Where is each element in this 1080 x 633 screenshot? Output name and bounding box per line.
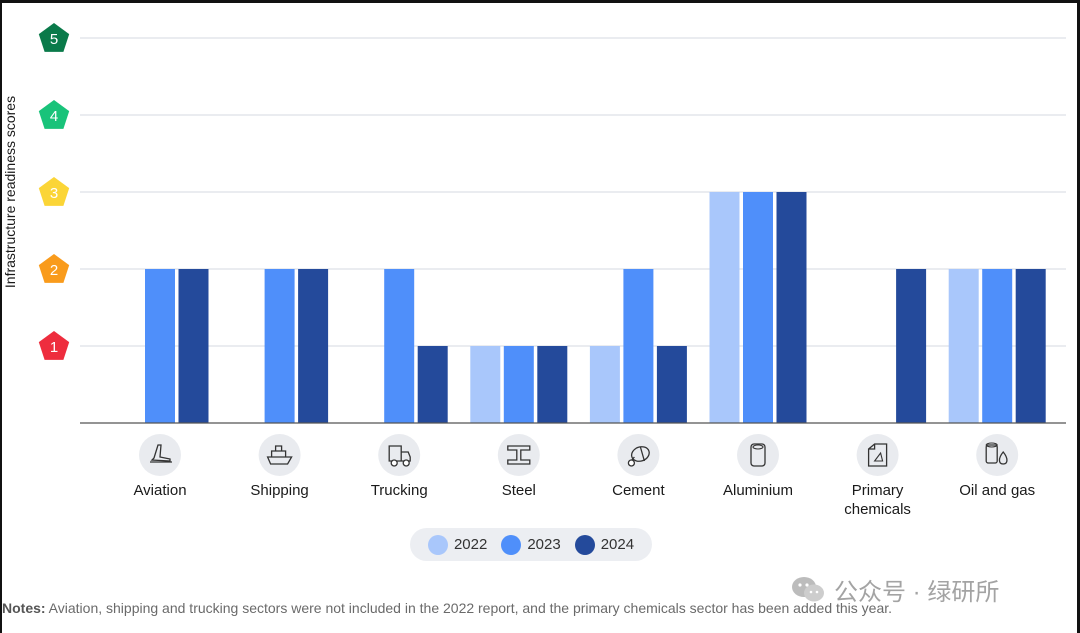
y-axis-ticks: 1 2 3 4 5 bbox=[38, 23, 70, 360]
legend-swatch-2024 bbox=[574, 534, 595, 555]
oil-barrel-icon bbox=[976, 434, 1019, 476]
bar-steel-2024 bbox=[537, 346, 568, 423]
bar-oil-and-gas-2022 bbox=[948, 269, 979, 423]
bar-cement-2022 bbox=[589, 346, 620, 423]
category-label-shipping: Shipping bbox=[250, 482, 308, 499]
legend-item-2024[interactable]: 2024 bbox=[574, 534, 635, 555]
bar-cement-2024 bbox=[656, 346, 687, 423]
legend-label-2023: 2023 bbox=[527, 536, 561, 553]
ytick-badge-2 bbox=[38, 254, 70, 283]
category-label-primary-chemicals: Primary chemicals bbox=[844, 482, 911, 518]
frame-left-border bbox=[0, 0, 2, 633]
category-label-aluminium: Aluminium bbox=[723, 482, 793, 499]
ytick-label-1: 1 bbox=[50, 339, 58, 356]
bar-cement-2023 bbox=[623, 269, 654, 423]
bar-aviation-2024 bbox=[178, 269, 209, 423]
notes: Notes: Aviation, shipping and trucking s… bbox=[2, 600, 892, 616]
bar-trucking-2024 bbox=[417, 346, 448, 423]
bar-primary-chemicals-2024 bbox=[896, 269, 927, 423]
bar-shipping-2024 bbox=[298, 269, 329, 423]
airplane-icon bbox=[139, 434, 181, 476]
bar-oil-and-gas-2024 bbox=[1015, 269, 1046, 423]
steel-beam-icon bbox=[497, 434, 540, 476]
category-labels: Aviation Shipping Trucking Steel Cement Alumi… bbox=[133, 482, 1035, 518]
watermark-text: 公众号 · 绿研所 bbox=[834, 579, 1000, 606]
notes-label: Notes: bbox=[2, 600, 46, 616]
category-label-steel: Steel bbox=[502, 482, 536, 499]
bar-aluminium-2023 bbox=[743, 192, 773, 423]
category-label-oil-and-gas: Oil and gas bbox=[959, 482, 1035, 499]
bar-aviation-2023 bbox=[145, 269, 175, 423]
ship-icon bbox=[258, 434, 301, 476]
y-axis-label: Infrastructure readiness scores bbox=[2, 96, 18, 288]
category-label-aviation: Aviation bbox=[133, 482, 186, 499]
frame-top-border bbox=[0, 0, 1080, 3]
category-label-trucking: Trucking bbox=[371, 482, 428, 499]
wechat-icon bbox=[792, 576, 824, 601]
category-icons bbox=[139, 434, 1019, 476]
ytick-label-2: 2 bbox=[50, 262, 58, 279]
ytick-badge-1 bbox=[38, 331, 70, 360]
aluminium-can-icon bbox=[737, 434, 779, 476]
bar-shipping-2023 bbox=[264, 269, 295, 423]
bar-trucking-2023 bbox=[384, 269, 415, 423]
ytick-label-5: 5 bbox=[50, 31, 58, 48]
watermark: 公众号 · 绿研所 bbox=[790, 572, 999, 607]
cement-mixer-icon bbox=[617, 434, 660, 476]
ytick-label-4: 4 bbox=[50, 108, 58, 125]
category-label-cement: Cement bbox=[612, 482, 665, 499]
bar-aluminium-2024 bbox=[776, 192, 807, 423]
legend-item-2023[interactable]: 2023 bbox=[501, 534, 561, 555]
truck-icon bbox=[378, 434, 421, 476]
ytick-badge-4 bbox=[38, 100, 70, 129]
legend: 2022 2023 2024 bbox=[410, 528, 652, 561]
ytick-badge-3 bbox=[38, 177, 70, 206]
legend-swatch-2022 bbox=[427, 534, 448, 555]
gridlines bbox=[80, 37, 1066, 347]
bar-aluminium-2022 bbox=[709, 192, 740, 423]
bar-oil-and-gas-2023 bbox=[982, 269, 1013, 423]
legend-label-2022: 2022 bbox=[453, 536, 488, 553]
frame-right-border bbox=[1077, 0, 1080, 633]
bars bbox=[145, 192, 1046, 423]
bar-steel-2023 bbox=[503, 346, 534, 423]
chemical-container-icon bbox=[856, 434, 899, 476]
notes-text: Aviation, shipping and trucking sectors … bbox=[45, 600, 893, 616]
ytick-label-3: 3 bbox=[50, 185, 58, 202]
legend-label-2024: 2024 bbox=[600, 536, 635, 553]
bar-steel-2022 bbox=[470, 346, 501, 423]
ytick-badge-5 bbox=[38, 23, 70, 52]
legend-swatch-2023 bbox=[501, 534, 522, 555]
legend-item-2022[interactable]: 2022 bbox=[427, 534, 488, 555]
